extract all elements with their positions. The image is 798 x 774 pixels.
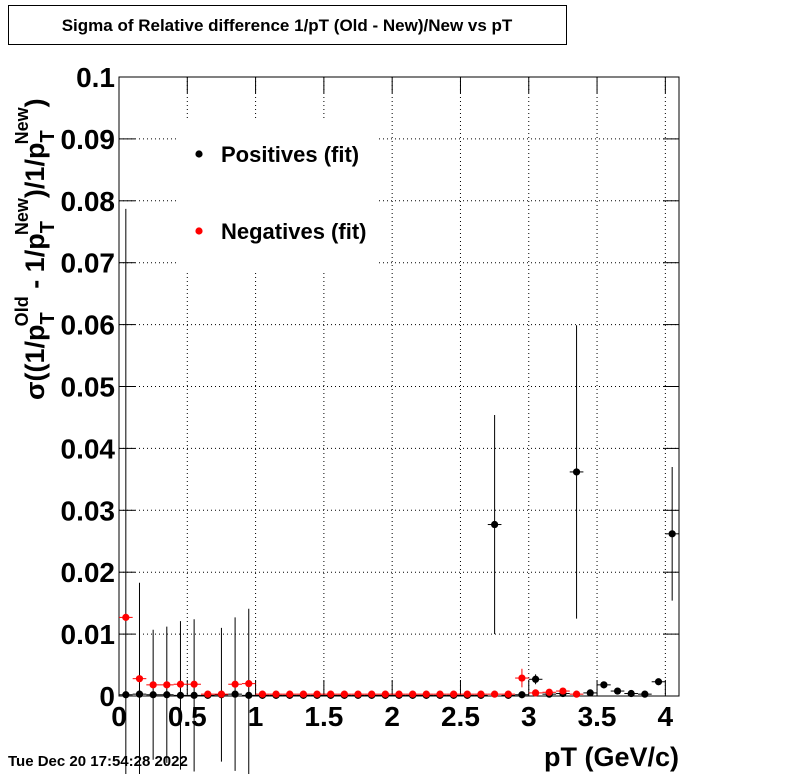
data-point <box>135 675 144 683</box>
data-point <box>327 690 335 698</box>
y-title-part: T <box>37 130 59 142</box>
data-point <box>368 690 376 698</box>
legend-box <box>178 120 378 270</box>
data-point <box>381 690 389 698</box>
data-point <box>190 691 198 699</box>
data-point <box>149 691 157 699</box>
data-point <box>245 691 253 699</box>
data-point <box>258 690 267 698</box>
x-tick-label: 0 <box>111 701 127 732</box>
data-point <box>422 690 430 698</box>
y-title-part: ) <box>20 98 50 107</box>
legend-label: Positives (fit) <box>221 142 359 167</box>
data-point <box>245 680 253 688</box>
x-tick-label: 2.5 <box>441 701 480 732</box>
data-point <box>572 690 581 698</box>
legend-marker <box>195 150 203 158</box>
y-tick-label: 0.07 <box>61 248 116 279</box>
data-point <box>135 690 144 698</box>
data-point <box>518 674 526 682</box>
data-point <box>491 690 499 698</box>
data-point <box>436 690 444 698</box>
y-axis-title: σ((1/pTOld - 1/pTNew)/1/pTNew) <box>12 98 59 400</box>
data-point <box>204 690 212 698</box>
data-point <box>299 690 307 698</box>
data-point <box>600 681 608 689</box>
y-tick-label: 0.03 <box>61 495 116 526</box>
y-title-part: New <box>12 197 32 235</box>
data-point <box>354 690 362 698</box>
data-point <box>559 687 567 695</box>
y-title-part: T <box>37 221 59 233</box>
data-point <box>286 690 294 698</box>
data-point <box>231 690 239 698</box>
y-title-part: Old <box>12 296 32 326</box>
data-point <box>340 690 348 698</box>
x-tick-label: 0.5 <box>168 701 207 732</box>
data-point <box>176 691 185 699</box>
data-point <box>531 675 540 683</box>
x-tick-label: 1 <box>248 701 264 732</box>
x-tick-label: 2 <box>384 701 400 732</box>
data-point <box>163 691 171 699</box>
y-title-part: New <box>12 106 32 144</box>
data-point <box>122 613 130 621</box>
data-point <box>477 690 485 698</box>
data-point <box>531 689 540 697</box>
timestamp: Tue Dec 20 17:54:28 2022 <box>8 753 188 770</box>
title-box <box>8 5 567 45</box>
y-title-part: σ((1/p <box>20 325 50 400</box>
x-tick-label: 3.5 <box>578 701 617 732</box>
y-title-part: T <box>37 312 59 324</box>
data-point <box>668 530 676 538</box>
legend-label: Negatives (fit) <box>221 219 366 244</box>
y-tick-label: 0.04 <box>61 433 116 464</box>
data-point <box>641 690 649 698</box>
chart-title: Sigma of Relative difference 1/pT (Old -… <box>62 16 513 35</box>
data-point <box>272 690 280 698</box>
data-point <box>504 690 512 698</box>
data-point <box>613 687 622 695</box>
data-point <box>176 680 185 688</box>
data-point <box>122 691 130 699</box>
data-point <box>190 680 198 688</box>
y-tick-label: 0.02 <box>61 557 116 588</box>
data-point <box>627 689 635 698</box>
data-point <box>313 690 321 698</box>
legend-marker <box>195 227 203 235</box>
data-point <box>217 690 226 698</box>
data-point <box>149 681 157 689</box>
data-point <box>518 691 526 699</box>
data-point <box>395 690 403 698</box>
y-tick-label: 0.09 <box>61 124 116 155</box>
y-tick-label: 0.08 <box>61 186 116 217</box>
y-tick-label: 0 <box>99 681 115 712</box>
y-tick-label: 0.01 <box>61 619 116 650</box>
y-title-part: )/1/p <box>20 143 50 199</box>
x-tick-label: 4 <box>658 701 674 732</box>
data-point <box>231 680 239 688</box>
data-point <box>163 681 171 689</box>
x-axis-title: pT (GeV/c) <box>544 742 679 772</box>
data-point <box>654 678 663 686</box>
y-title-part: - 1/p <box>20 233 50 296</box>
data-point <box>586 689 594 697</box>
y-tick-label: 0.05 <box>61 372 116 403</box>
data-point <box>572 468 581 476</box>
x-tick-label: 3 <box>521 701 537 732</box>
data-point <box>491 520 499 529</box>
data-point <box>450 690 458 698</box>
data-point <box>545 688 553 696</box>
y-tick-label: 0.06 <box>61 310 116 341</box>
y-tick-label: 0.1 <box>76 62 115 93</box>
data-point <box>463 690 471 698</box>
data-point <box>409 690 417 698</box>
x-tick-label: 1.5 <box>304 701 343 732</box>
